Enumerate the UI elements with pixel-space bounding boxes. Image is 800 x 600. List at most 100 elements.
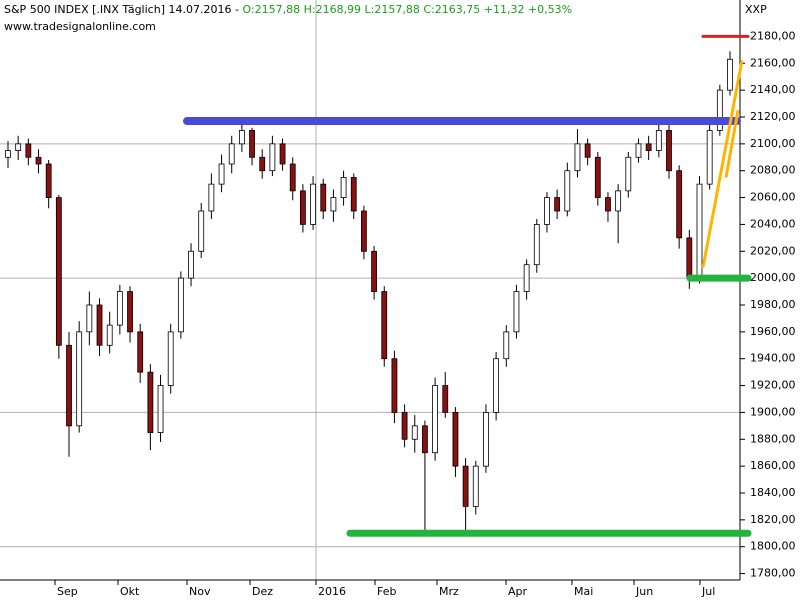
candle-body <box>259 156 266 172</box>
candle-body <box>513 291 520 333</box>
x-tick-label: Mrz <box>439 585 459 598</box>
candle-body <box>391 358 398 413</box>
y-tick-label: 2060,00 <box>750 191 796 204</box>
candle-body <box>574 143 581 172</box>
candle-body <box>523 264 530 292</box>
candle-body <box>401 412 408 440</box>
candle-body <box>361 210 367 252</box>
date: 14.07.2016 - <box>168 3 238 16</box>
y-tick-label: 1880,00 <box>750 432 796 445</box>
y-tick-label: 1860,00 <box>750 459 796 472</box>
candle-body <box>666 130 672 172</box>
y-tick-label: 2140,00 <box>750 83 796 96</box>
candle-body <box>635 143 642 158</box>
candle-body <box>676 170 683 239</box>
trend-line <box>701 60 744 268</box>
trend-line <box>724 110 740 178</box>
candle-body <box>5 150 11 158</box>
candle-body <box>625 156 632 192</box>
y-tick-label: 2180,00 <box>750 29 796 42</box>
x-tick-label: Okt <box>120 585 140 598</box>
candle-body <box>615 190 622 212</box>
x-tick-label: Mai <box>574 585 593 598</box>
candle-body <box>238 130 245 145</box>
y-tick-label: 1840,00 <box>750 486 796 499</box>
candle-body <box>564 170 571 212</box>
header: S&P 500 INDEX [.INX Täglich] 14.07.2016 … <box>4 3 572 16</box>
candle-body <box>279 143 286 165</box>
candle-body <box>66 344 72 427</box>
y-tick-label: 2080,00 <box>750 164 796 177</box>
x-tick-label: Feb <box>377 585 396 598</box>
candle-body <box>462 465 469 507</box>
candle-body <box>655 130 662 151</box>
candle-body <box>371 250 377 292</box>
candle-body <box>727 58 733 91</box>
candle-body <box>289 163 296 192</box>
candle-body <box>310 183 316 225</box>
candle-body <box>218 163 225 185</box>
candle-body <box>137 331 144 373</box>
candle-body <box>106 324 113 346</box>
y-tick-label: 1900,00 <box>750 405 796 418</box>
candle-body <box>422 425 428 454</box>
candle-body <box>208 183 215 212</box>
candle-body <box>605 197 611 212</box>
candle-body <box>177 277 184 333</box>
candle-body <box>35 156 42 165</box>
y-tick-label: 1920,00 <box>750 379 796 392</box>
y-tick-label: 2020,00 <box>750 244 796 257</box>
candle-body <box>188 250 194 279</box>
candle-body <box>127 291 133 333</box>
candle-body <box>198 210 205 252</box>
x-tick-label: Dez <box>252 585 273 598</box>
x-tick-label: Apr <box>508 585 528 598</box>
symbol: S&P 500 INDEX [.INX Täglich] <box>4 3 165 16</box>
y-tick-label: 1820,00 <box>750 513 796 526</box>
candle-body <box>269 143 276 172</box>
candle-body <box>544 197 550 225</box>
candle-body <box>157 385 164 433</box>
grid <box>0 143 740 548</box>
candle-body <box>340 177 347 198</box>
source: www.tradesignalonline.com <box>4 20 156 33</box>
x-tick-label: Jul <box>701 585 715 598</box>
y-tick-label: 1780,00 <box>750 567 796 580</box>
candle-body <box>645 143 652 151</box>
candle-body <box>15 143 22 151</box>
ohlc: O:2157,88 H:2168,99 L:2157,88 C:2163,75 … <box>242 3 572 16</box>
y-tick-label: 1800,00 <box>750 540 796 553</box>
y-tick-label: 2000,00 <box>750 271 796 284</box>
x-tick-label: Nov <box>189 585 211 598</box>
candle-body <box>350 177 357 212</box>
candle-body <box>696 183 703 279</box>
candle-body <box>116 291 123 326</box>
candle-body <box>25 143 32 158</box>
candle-body <box>228 143 235 165</box>
candle-body <box>330 197 337 212</box>
candle-body <box>147 371 154 433</box>
axis-label: XXP <box>745 3 767 16</box>
x-tick-label: Jun <box>635 585 653 598</box>
x-tick-label: 2016 <box>318 585 346 598</box>
candle-body <box>167 331 174 386</box>
candle-body <box>96 304 103 346</box>
candle-body <box>686 237 693 279</box>
x-tick-label: Sep <box>57 585 78 598</box>
candle-body <box>55 197 62 346</box>
candle-body <box>493 358 500 413</box>
candle-body <box>432 385 438 454</box>
candle-body <box>249 130 255 158</box>
candle-body <box>76 331 83 427</box>
candle-body <box>86 304 93 333</box>
candle-body <box>716 89 723 131</box>
candle-body <box>483 412 489 467</box>
candle-body <box>452 412 459 467</box>
candle-body <box>533 224 540 266</box>
candle-body <box>594 156 601 198</box>
candle-body <box>300 190 306 225</box>
y-tick-label: 2160,00 <box>750 56 796 69</box>
candle-body <box>320 183 327 212</box>
candle-body <box>45 163 52 198</box>
